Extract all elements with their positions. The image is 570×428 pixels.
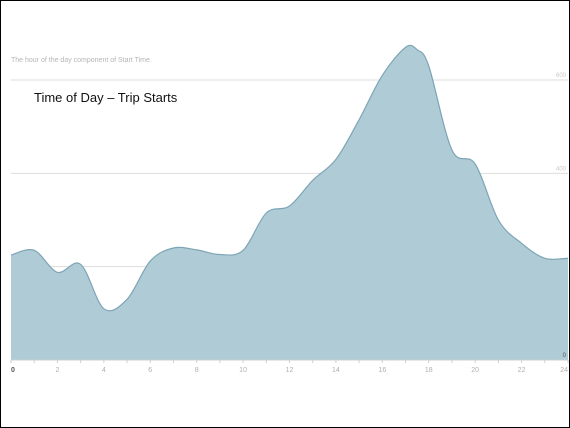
x-tick-label: 16 xyxy=(378,367,386,374)
data-point xyxy=(405,47,406,48)
data-point xyxy=(451,149,452,150)
area-line xyxy=(10,44,569,312)
data-point xyxy=(289,205,290,206)
chart-subtitle: The hour of the day component of Start T… xyxy=(11,57,152,64)
data-point xyxy=(521,243,522,244)
data-point xyxy=(312,180,313,181)
data-point xyxy=(219,254,220,255)
data-point xyxy=(567,258,568,259)
x-tick-label: 20 xyxy=(471,367,479,374)
chart-title: Time of Day – Trip Starts xyxy=(34,90,178,105)
data-point xyxy=(266,212,267,213)
data-point xyxy=(57,272,58,273)
data-point xyxy=(34,250,35,251)
data-point xyxy=(196,249,197,250)
data-point xyxy=(173,247,174,248)
x-tick-label: 12 xyxy=(286,367,294,374)
x-tick-label: 4 xyxy=(102,367,106,374)
data-point xyxy=(359,119,360,120)
x-tick-label: 2 xyxy=(55,367,59,374)
x-tick-label: 18 xyxy=(425,367,433,374)
data-point xyxy=(126,299,127,300)
data-point xyxy=(103,308,104,309)
x-tick-label: 14 xyxy=(332,367,340,374)
data-point xyxy=(428,65,429,66)
data-point xyxy=(544,258,545,259)
x-tick-label: 24 xyxy=(560,367,568,374)
x-tick-label: 10 xyxy=(239,367,247,374)
area-fill xyxy=(11,45,568,361)
y-tick-label: 0 xyxy=(563,353,567,359)
y-tick-label: 600 xyxy=(556,73,567,79)
x-tick-label: 0 xyxy=(11,367,15,374)
x-tick-label: 22 xyxy=(518,367,526,374)
y-tick-label: 400 xyxy=(556,166,567,172)
data-point xyxy=(150,260,151,261)
data-point xyxy=(10,254,11,255)
data-point xyxy=(417,49,418,50)
data-point xyxy=(80,264,81,265)
data-point xyxy=(335,159,336,160)
data-point xyxy=(382,75,383,76)
x-tick-label: 8 xyxy=(195,367,199,374)
x-tick-label: 6 xyxy=(148,367,152,374)
data-point xyxy=(498,219,499,220)
data-point xyxy=(242,250,243,251)
data-point xyxy=(475,163,476,164)
